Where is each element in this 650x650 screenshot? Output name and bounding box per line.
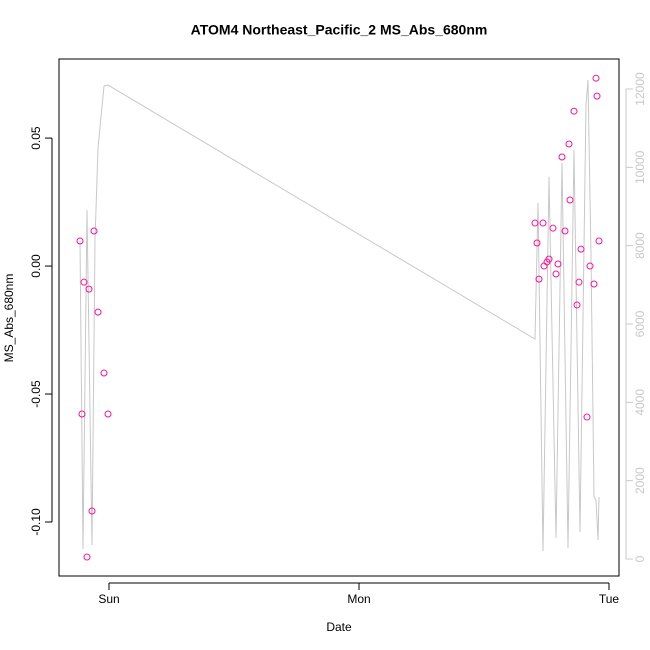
data-point xyxy=(566,196,574,204)
data-point xyxy=(593,92,601,100)
y2-tick-label: 12000 xyxy=(633,72,647,106)
y2-tick-label: 6000 xyxy=(633,310,647,337)
data-point xyxy=(540,262,548,270)
data-point xyxy=(590,280,598,288)
data-point xyxy=(592,74,600,82)
y2-tick-label: 0 xyxy=(633,555,647,562)
chart-title: ATOM4 Northeast_Pacific_2 MS_Abs_680nm xyxy=(191,22,488,38)
data-point xyxy=(570,107,578,115)
data-point xyxy=(100,369,108,377)
y2-tick-label: 2000 xyxy=(633,467,647,494)
data-point xyxy=(586,262,594,270)
data-point xyxy=(552,270,560,278)
x-axis-label: Date xyxy=(326,620,352,634)
data-point xyxy=(94,308,102,316)
data-point xyxy=(545,255,553,263)
data-point xyxy=(535,275,543,283)
y2-tick-label: 8000 xyxy=(633,232,647,259)
data-point xyxy=(573,301,581,309)
data-point xyxy=(88,507,96,515)
y-tick-label: 0.05 xyxy=(29,126,43,150)
data-point xyxy=(575,278,583,286)
data-point xyxy=(539,219,547,227)
data-point xyxy=(558,153,566,161)
data-point xyxy=(577,245,585,253)
plot-box xyxy=(58,58,620,577)
x-tick-label: Sun xyxy=(98,592,119,606)
data-point xyxy=(561,227,569,235)
data-point xyxy=(565,140,573,148)
data-point xyxy=(104,410,112,418)
data-point xyxy=(90,227,98,235)
data-line xyxy=(79,79,600,552)
y2-tick-label: 4000 xyxy=(633,389,647,416)
y-tick-label: -0.05 xyxy=(29,380,43,408)
x-tick-label: Tue xyxy=(599,592,620,606)
data-point xyxy=(533,239,541,247)
y2-tick-label: 10000 xyxy=(633,150,647,184)
y-axis-label: MS_Abs_680nm xyxy=(2,274,16,363)
y-tick-label: -0.10 xyxy=(29,508,43,536)
data-point xyxy=(531,219,539,227)
y-tick-label: 0.00 xyxy=(29,254,43,278)
data-point xyxy=(554,260,562,268)
data-point xyxy=(595,237,603,245)
data-point xyxy=(78,410,86,418)
data-point xyxy=(80,278,88,286)
data-point xyxy=(583,413,591,421)
data-point xyxy=(549,224,557,232)
x-tick-label: Mon xyxy=(347,592,370,606)
data-point xyxy=(85,285,93,293)
data-point xyxy=(76,237,84,245)
data-point xyxy=(83,553,91,561)
